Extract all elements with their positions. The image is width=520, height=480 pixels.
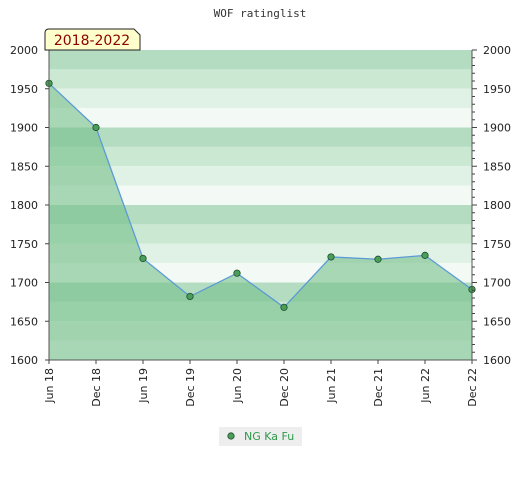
axes [45,49,477,364]
y-tick-label-left: 1650 [10,315,38,328]
band-3 [49,108,472,128]
data-point-5 [280,303,288,311]
x-tick-label: Dec 21 [372,368,385,407]
data-point-7 [374,255,382,263]
period-badge: 2018-2022 [44,28,141,51]
chart-title: WOF ratinglist [214,7,307,20]
y-tick-label-left: 1800 [10,199,38,212]
band-7 [49,185,472,205]
x-tick-label: Jun 19 [137,368,150,404]
y-tick-label-right: 1800 [483,199,511,212]
band-0 [49,50,472,70]
band-5 [49,146,472,167]
period-badge-box [44,28,141,51]
data-point-1 [92,123,100,132]
series-line [48,82,473,309]
y-tick-label-left: 1700 [10,277,38,290]
x-tick-label: Dec 20 [278,368,291,407]
y-tick-label-left: 1850 [10,160,38,173]
data-point-3 [186,292,194,301]
legend: NG Ka Fu [219,427,302,446]
data-point-4 [233,269,241,277]
data-point-8 [421,251,429,259]
y-tick-label-right: 1850 [483,160,511,173]
y-tick-label-right: 1600 [483,354,511,367]
series-area [49,83,472,360]
y-tick-label-left: 1600 [10,354,38,367]
x-tick-label: Jun 18 [43,368,56,404]
y-tick-label-right: 1950 [483,83,511,96]
x-tick-label: Jun 22 [419,368,432,404]
data-point-2 [139,254,147,263]
band-8 [49,205,472,225]
band-6 [49,166,472,186]
y-axis-left-labels: 1600 1650 1700 1750 1800 1850 1900 1950 2000 [10,44,38,367]
y-axis-right-labels: 1600 1650 1700 1750 1800 1850 1900 1950 2000 [483,44,511,367]
y-tick-label-right: 2000 [483,44,511,57]
data-point-6 [327,253,335,261]
x-tick-label: Jun 20 [231,368,244,404]
y-tick-label-right: 1700 [483,277,511,290]
band-4 [49,127,472,147]
x-tick-label: Dec 19 [184,368,197,407]
band-1 [49,69,472,89]
band-2 [49,88,472,109]
y-tick-label-right: 1900 [483,122,511,135]
area-layer [49,83,472,360]
y-tick-label-left: 2000 [10,44,38,57]
x-tick-label: Dec 18 [90,368,103,407]
x-tick-label: Dec 22 [466,368,479,407]
line-layer [45,79,476,311]
y-tick-label-left: 1900 [10,122,38,135]
legend-marker [227,432,235,440]
period-badge-label: 2018-2022 [54,33,130,49]
legend-box [219,427,302,446]
x-axis-labels: Jun 18 Dec 18 Jun 19 Dec 19 Jun 20 Dec 20 Jun … [43,368,479,407]
y-tick-label-right: 1650 [483,315,511,328]
band-9 [49,224,472,244]
y-tick-label-left: 1750 [10,238,38,251]
y-tick-label-left: 1950 [10,83,38,96]
legend-label: NG Ka Fu [244,430,294,443]
x-tick-label: Jun 21 [325,368,338,404]
y-tick-label-right: 1750 [483,238,511,251]
